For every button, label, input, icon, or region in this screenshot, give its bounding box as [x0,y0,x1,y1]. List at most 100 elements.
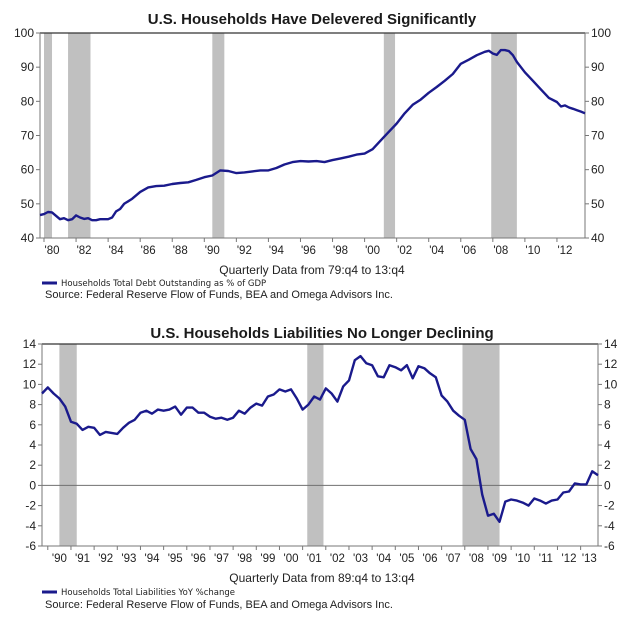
series-lines [39,48,586,222]
y-tick-label: 80 [21,94,35,108]
y-tick-label: 70 [21,129,35,143]
y-axis-left: -6 -4 -2 0 2 4 6 8 10 12 14 [23,337,42,553]
x-tick-label: '08 [493,245,508,257]
y-tick-label: 40 [591,231,605,245]
recession-band [491,33,517,238]
legend-label: Households Total Debt Outstanding as % o… [61,279,266,289]
y-tick-label: 40 [21,231,35,245]
x-tick-label: '01 [307,553,322,565]
x-tick-label: '02 [330,553,345,565]
y-tick-label: 4 [604,438,611,452]
x-tick-label: '91 [75,553,90,565]
x-tick-label: '04 [376,553,392,565]
recession-band [307,344,324,546]
x-axis: '80 '82 '84 '86 '88 '90 '92 '94 '96 '98 '00 '02 '04 '… [43,238,572,257]
series-line [41,354,599,523]
legend-label: Households Total Liabilities YoY %change [61,588,235,598]
recession-band [212,33,225,238]
y-tick-label: 100 [14,26,34,40]
y-tick-label: 2 [29,458,36,472]
series-line [39,48,586,222]
y-tick-label: 6 [29,418,36,432]
x-tick-label: '13 [582,553,597,565]
x-tick-label: '88 [173,245,188,257]
y-tick-label: 50 [21,197,35,211]
chart-title: U.S. Households Liabilities No Longer De… [150,325,493,342]
chart-title: U.S. Households Have Delevered Significa… [148,11,477,28]
y-tick-label: 60 [591,163,605,177]
x-tick-label: '94 [145,553,161,565]
x-tick-label: '96 [191,553,206,565]
y-tick-label: -6 [25,539,36,553]
plot-frame [41,343,599,547]
recession-band [383,33,396,238]
x-tick-label: '05 [399,553,414,565]
y-tick-label: 60 [21,163,35,177]
x-tick-label: '00 [284,553,299,565]
y-tick-label: 12 [604,357,618,371]
y-tick-label: 4 [29,438,36,452]
x-tick-label: '04 [429,245,445,257]
x-tick-label: '07 [446,553,461,565]
x-tick-label: '86 [141,245,156,257]
recession-band [44,33,53,238]
x-tick-label: '08 [469,553,484,565]
y-tick-label: 80 [591,94,605,108]
y-tick-label: 10 [23,377,37,391]
x-tick-label: '94 [269,245,285,257]
recession-bands [44,33,517,238]
x-tick-label: '96 [301,245,316,257]
x-tick-label: '99 [260,553,275,565]
x-tick-label: '06 [423,553,438,565]
y-tick-label: 14 [23,337,37,351]
y-tick-label: 8 [604,398,611,412]
y-axis-left: 40 50 60 70 80 90 100 [14,26,40,245]
x-tick-label: '10 [515,553,530,565]
y-tick-label: 10 [604,377,618,391]
y-tick-label: 90 [21,60,35,74]
y-tick-label: -6 [604,539,615,553]
x-tick-label: '11 [539,553,553,565]
x-tick-label: '03 [353,553,368,565]
y-tick-label: 12 [23,357,37,371]
y-tick-label: 6 [604,418,611,432]
x-tick-label: '12 [557,245,572,257]
x-tick-label: '98 [237,553,252,565]
x-tick-label: '09 [492,553,507,565]
x-tick-label: '84 [109,245,125,257]
recession-band [68,33,91,238]
x-tick-label: '82 [77,245,92,257]
x-axis: '90 '91 '92 '93 '94 '95 '96 '97 '98 '99 '00 '01 '02 '… [47,546,597,565]
x-tick-label: '97 [214,553,229,565]
y-tick-label: -2 [604,499,615,513]
x-tick-label: '90 [52,553,67,565]
y-tick-label: -2 [25,499,36,513]
y-tick-label: 2 [604,458,611,472]
y-tick-label: 50 [591,197,605,211]
x-tick-label: '92 [98,553,113,565]
y-tick-label: 0 [29,478,36,492]
x-tick-label: '10 [525,245,540,257]
y-tick-label: 70 [591,129,605,143]
x-tick-label: '93 [121,553,136,565]
x-tick-label: '00 [365,245,380,257]
y-axis-right: -6 -4 -2 0 2 4 6 8 10 12 14 [598,337,618,553]
x-axis-label: Quarterly Data from 79:q4 to 13:q4 [219,263,405,277]
source-note: Source: Federal Reserve Flow of Funds, B… [45,599,393,611]
recession-band [59,344,77,546]
y-tick-label: -4 [604,519,615,533]
x-tick-label: '80 [45,245,60,257]
x-axis-label: Quarterly Data from 89:q4 to 13:q4 [229,571,415,585]
x-tick-label: '92 [237,245,252,257]
x-tick-label: '02 [397,245,412,257]
y-tick-label: -4 [25,519,36,533]
x-tick-label: '90 [205,245,220,257]
source-note: Source: Federal Reserve Flow of Funds, B… [45,289,393,301]
y-tick-label: 100 [591,26,611,40]
x-tick-label: '06 [461,245,476,257]
y-tick-label: 90 [591,60,605,74]
x-tick-label: '95 [168,553,183,565]
y-tick-label: 0 [604,478,611,492]
chart-liabilities-yoy: U.S. Households Liabilities No Longer De… [23,325,618,611]
